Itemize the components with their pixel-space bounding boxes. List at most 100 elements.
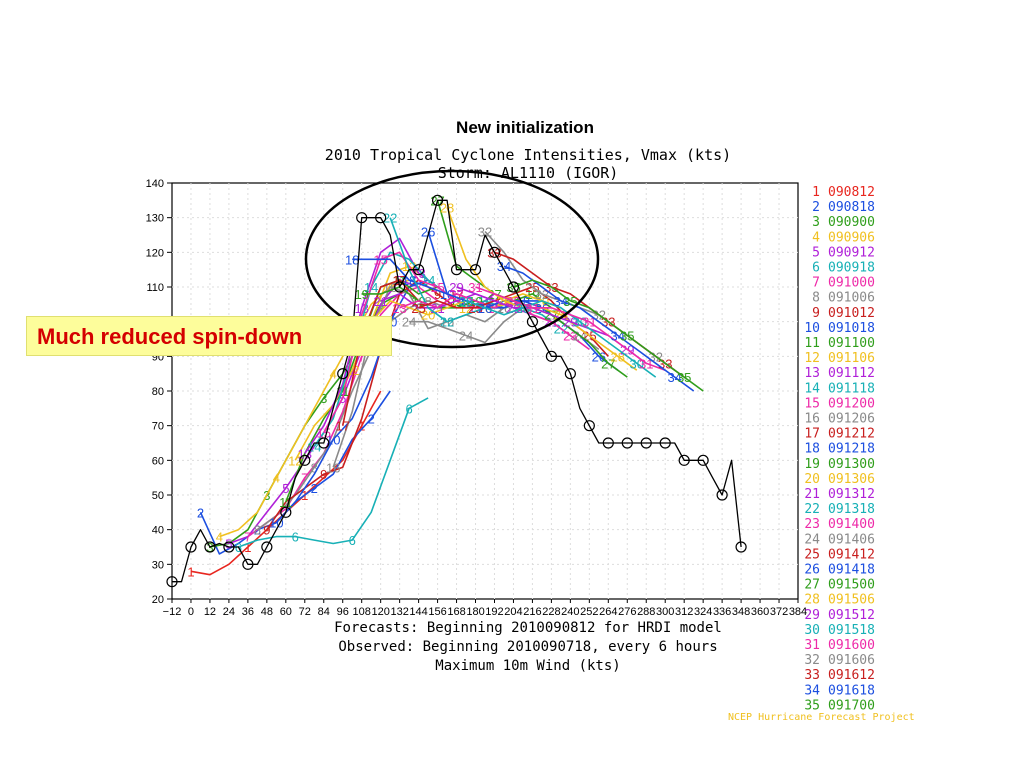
observed-marker [280,506,292,518]
legend-label-25: 091412 [828,547,875,562]
observed-marker [318,437,330,449]
series-point-label-31: 31 [525,301,539,316]
series-point-label-1: 1 [358,419,365,434]
observed-marker [678,454,690,466]
series-point-label-31: 31 [639,356,653,371]
legend-num-29: 29 [804,608,820,623]
legend-label-9: 091012 [828,306,875,321]
legend-label-8: 091006 [828,291,875,306]
series-line-9 [266,279,457,531]
legend-num-15: 15 [804,396,820,411]
observed-marker [621,437,633,449]
series-point-label-12: 12 [288,453,302,468]
series-point-label-2: 2 [311,481,318,496]
legend-num-22: 22 [804,502,820,517]
observed-marker [375,212,387,224]
legend-num-14: 14 [804,381,820,396]
series-point-label-6: 6 [349,533,356,548]
legend-num-28: 28 [804,593,820,608]
legend-num-34: 34 [804,683,820,698]
series-point-label-25: 25 [411,301,425,316]
series-point-label-7: 7 [244,530,251,545]
observed-layer [166,194,747,588]
legend-label-17: 091212 [828,427,875,442]
legend-label-20: 091306 [828,472,875,487]
legend-label-31: 091600 [828,638,875,653]
series-point-label-4: 4 [273,471,280,486]
chart-subtitle: Storm: AL1110 (IGOR) [438,164,619,182]
y-tick-label: 140 [146,178,164,190]
chart-title: 2010 Tropical Cyclone Intensities, Vmax … [325,146,731,164]
observed-marker [526,316,539,328]
series-point-label-18: 18 [345,252,359,267]
legend-label-12: 091106 [828,351,875,366]
series-point-label-9: 9 [320,467,327,482]
observed-marker [659,437,671,449]
legend-num-33: 33 [804,668,820,683]
legend-num-4: 4 [812,230,820,245]
callout-box: Much reduced spin-down [26,316,392,356]
x-tick-label: 288 [637,606,655,618]
observed-marker [394,281,406,293]
series-point-label-1: 1 [244,540,251,555]
series-point-label-4: 4 [216,530,223,545]
legend: 1 090812 2 090818 3 090900 4 090906 5 090912 6 0909… [804,185,875,713]
observed-marker [223,541,235,553]
legend-label-13: 091112 [828,366,875,381]
x-tick-label: 0 [188,606,194,618]
legend-num-32: 32 [804,653,820,668]
observed-line [172,199,742,583]
series-point-label-24: 24 [402,315,416,330]
legend-label-10: 091018 [828,321,875,336]
series-point-label-8: 8 [311,460,318,475]
legend-num-3: 3 [812,215,820,230]
series-point-label-30: 30 [573,315,587,330]
series-point-label-7: 7 [358,349,365,364]
series-point-label-27: 27 [601,356,615,371]
series-point-label-35: 35 [563,294,577,309]
series-point-label-22: 22 [440,315,454,330]
series-line-23 [399,293,590,351]
series-point-label-9: 9 [263,523,270,538]
observed-marker [735,541,747,553]
series-point-label-16: 16 [326,460,340,475]
x-tick-label: 72 [299,606,311,618]
legend-label-33: 091612 [828,668,875,683]
x-tick-label: 12 [204,606,216,618]
legend-label-16: 091206 [828,412,875,427]
slide-title: New initialization [456,118,594,137]
x-tick-label: 372 [770,606,788,618]
x-tick-label: 84 [318,606,330,618]
y-tick-label: 20 [152,594,164,606]
footer-line-1: Forecasts: Beginning 2010090812 for HRDI… [334,620,722,636]
x-tick-label: 348 [732,606,750,618]
x-tick-label: 180 [466,606,484,618]
series-point-label-30: 30 [630,356,644,371]
legend-label-30: 091518 [828,623,875,638]
observed-marker [337,368,349,380]
observed-marker [431,194,444,206]
highlight-ellipse [304,169,600,349]
legend-num-21: 21 [804,487,820,502]
series-point-label-22: 22 [383,211,397,226]
legend-label-7: 091000 [828,276,875,291]
x-tick-label: 216 [523,606,541,618]
legend-label-2: 090818 [828,200,875,215]
series-point-label-31: 31 [582,315,596,330]
legend-num-5: 5 [812,245,820,260]
series-line-30 [465,300,657,378]
legend-num-8: 8 [812,291,820,306]
y-tick-label: 130 [146,213,164,225]
legend-num-17: 17 [804,427,820,442]
x-tick-label: 204 [504,606,522,618]
legend-label-35: 091700 [828,698,875,713]
legend-num-11: 11 [804,336,820,351]
series-point-label-35: 35 [620,329,634,344]
series-point-label-10: 10 [326,433,340,448]
series-point-label-2: 2 [197,505,204,520]
legend-num-35: 35 [804,698,820,713]
x-tick-label: 240 [561,606,579,618]
series-point-label-35: 35 [677,370,691,385]
legend-label-5: 090912 [828,245,875,260]
legend-num-10: 10 [804,321,820,336]
